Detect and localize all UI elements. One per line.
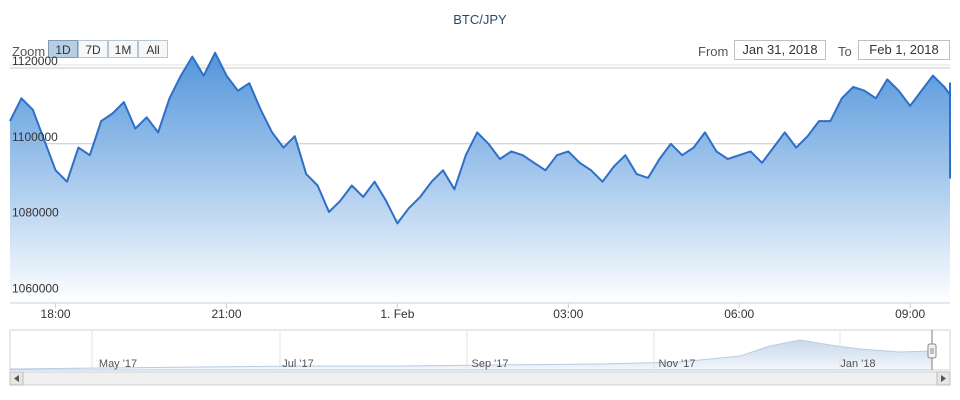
chevron-left-icon: [14, 375, 19, 382]
zoom-1m-button[interactable]: 1M: [108, 40, 138, 58]
from-label: From: [698, 44, 729, 59]
x-tick-label: 1. Feb: [380, 307, 414, 321]
x-tick-label: 18:00: [41, 307, 71, 321]
zoom-label: Zoom: [12, 44, 46, 59]
zoom-1d-button[interactable]: 1D: [48, 40, 78, 58]
x-tick-label: 21:00: [211, 307, 241, 321]
scrollbar[interactable]: [9, 371, 951, 386]
navigator-label: Jan '18: [840, 358, 875, 370]
y-tick-label: 1080000: [12, 206, 59, 220]
price-line[interactable]: [9, 51, 951, 225]
navigator-label: Jul '17: [282, 358, 313, 370]
price-area: [10, 52, 950, 303]
navigator[interactable]: May '17 Jul '17 Sep '17 Nov '17 Jan '18: [9, 329, 951, 371]
x-tick-label: 06:00: [724, 307, 754, 321]
scrollbar-track[interactable]: [9, 371, 951, 386]
y-tick-label: 1100000: [12, 130, 58, 144]
navigator-handle[interactable]: [927, 343, 937, 359]
to-date-input[interactable]: Feb 1, 2018: [858, 40, 950, 60]
x-tick-label: 09:00: [895, 307, 925, 321]
chart-title: BTC/JPY: [453, 12, 507, 27]
navigator-label: May '17: [99, 358, 137, 370]
navigator-label: Nov '17: [659, 358, 696, 370]
to-label: To: [838, 44, 852, 59]
from-date-input[interactable]: Jan 31, 2018: [734, 40, 826, 60]
y-tick-label: 1060000: [12, 281, 59, 295]
x-tick-label: 03:00: [553, 307, 583, 321]
chevron-right-icon: [941, 375, 946, 382]
navigator-label: Sep '17: [472, 358, 509, 370]
zoom-7d-button[interactable]: 7D: [78, 40, 108, 58]
navigator-series: [9, 339, 933, 371]
y-tick-label: 1120000: [12, 54, 58, 68]
zoom-all-button[interactable]: All: [138, 40, 168, 58]
